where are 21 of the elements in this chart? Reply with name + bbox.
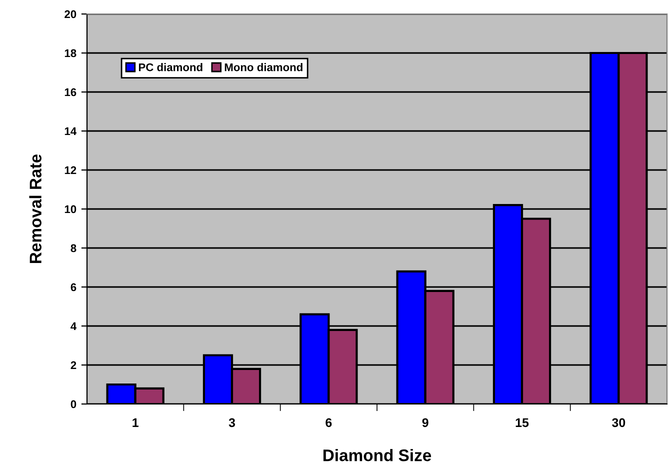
legend-label: PC diamond <box>138 63 202 72</box>
x-axis-title: Diamond Size <box>323 448 432 462</box>
x-tick-label: 1 <box>132 418 138 427</box>
y-tick-label: 20 <box>64 10 76 18</box>
x-tick-label: 6 <box>326 418 332 428</box>
y-tick-label: 16 <box>64 88 76 96</box>
x-tick-label: 30 <box>612 418 626 428</box>
y-axis-title: Removal Rate <box>29 154 42 263</box>
legend-label: Mono diamond <box>224 63 302 72</box>
y-tick-label: 0 <box>70 400 76 408</box>
x-tick-label: 15 <box>516 418 529 428</box>
y-tick-label: 10 <box>64 205 76 214</box>
x-tick-label: 3 <box>228 418 236 428</box>
y-tick-label: 2 <box>70 361 76 370</box>
y-tick-label: 12 <box>64 166 76 174</box>
y-tick-label: 14 <box>64 127 77 136</box>
y-tick-label: 4 <box>70 322 77 330</box>
y-tick-label: 6 <box>70 283 76 292</box>
x-tick-label: 9 <box>422 418 428 428</box>
y-tick-label: 8 <box>70 244 76 252</box>
y-tick-label: 18 <box>64 49 76 58</box>
